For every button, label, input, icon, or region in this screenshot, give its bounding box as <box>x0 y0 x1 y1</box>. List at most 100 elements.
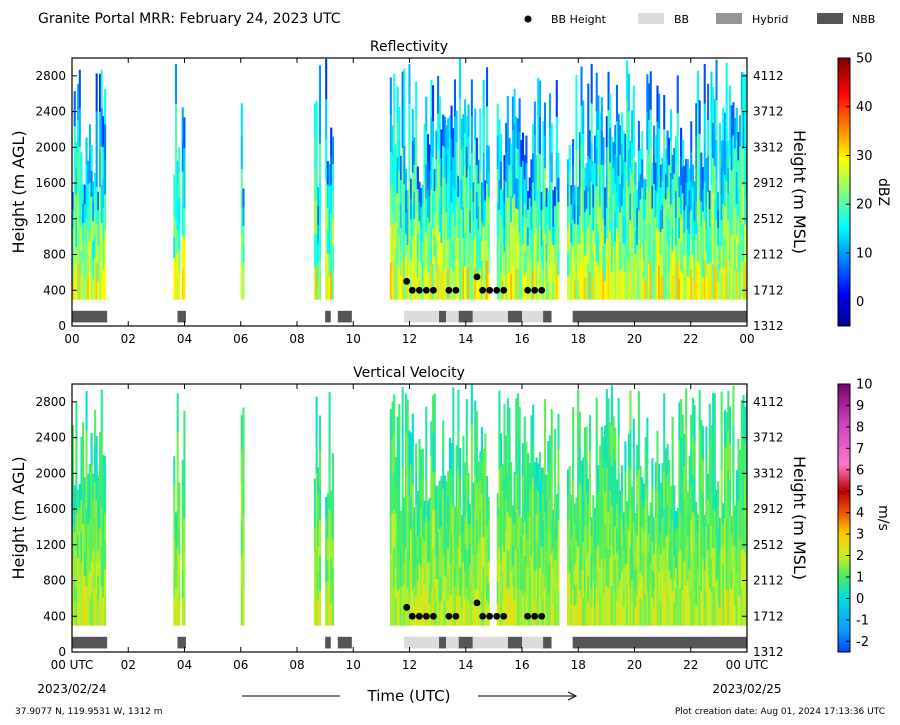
heatmap-cell <box>573 564 576 586</box>
heatmap-cell <box>318 415 322 451</box>
heatmap-cell <box>391 241 394 271</box>
heatmap-cell <box>479 235 482 268</box>
heatmap-cell <box>599 205 602 238</box>
heatmap-cell <box>678 402 681 440</box>
heatmap-cell <box>508 245 511 273</box>
heatmap-cell <box>415 534 418 566</box>
heatmap-cell <box>450 105 453 139</box>
heatmap-cell <box>555 559 558 582</box>
heatmap-cell <box>459 98 462 140</box>
heatmap-cell <box>644 239 647 260</box>
heatmap-cell <box>396 121 399 158</box>
heatmap-cell <box>707 263 710 300</box>
heatmap-cell <box>92 240 95 261</box>
bb-class-segment <box>439 636 447 649</box>
heatmap-cell <box>418 470 421 502</box>
heatmap-cell <box>176 252 179 277</box>
heatmap-cell <box>538 480 541 511</box>
heatmap-cell <box>722 564 725 585</box>
heatmap-cell <box>474 438 477 476</box>
heatmap-cell <box>515 549 518 588</box>
heatmap-cell <box>393 548 396 588</box>
heatmap-cell <box>511 130 514 165</box>
heatmap-cell <box>648 227 651 264</box>
heatmap-cell <box>411 413 414 450</box>
heatmap-cell <box>690 150 693 181</box>
heatmap-cell <box>595 549 598 588</box>
heatmap-cell <box>668 515 671 544</box>
heatmap-cell <box>464 462 467 491</box>
heatmap-cell <box>540 191 543 211</box>
heatmap-cell <box>500 188 503 217</box>
heatmap-cell <box>326 581 329 604</box>
heatmap-cell <box>93 214 97 237</box>
heatmap-cell <box>72 263 75 282</box>
heatmap-cell <box>505 181 508 212</box>
heatmap-cell <box>528 258 531 280</box>
heatmap-cell <box>72 425 75 459</box>
heatmap-cell <box>624 271 627 300</box>
heatmap-cell <box>486 500 489 527</box>
heatmap-cell <box>465 238 468 270</box>
heatmap-cell <box>702 277 705 300</box>
heatmap-cell <box>453 79 457 117</box>
heatmap-cell <box>602 137 605 165</box>
heatmap-cell <box>535 569 538 598</box>
heatmap-cell <box>482 189 485 227</box>
heatmap-cell <box>501 225 504 245</box>
heatmap-cell <box>420 508 423 538</box>
heatmap-cell <box>642 530 646 555</box>
heatmap-cell <box>240 103 243 137</box>
heatmap-cell <box>634 162 637 186</box>
heatmap-cell <box>666 242 669 272</box>
heatmap-cell <box>399 179 403 204</box>
heatmap-cell <box>588 555 592 591</box>
heatmap-cell <box>176 547 179 587</box>
heatmap-cell <box>585 231 588 255</box>
heatmap-cell <box>102 146 105 178</box>
heatmap-cell <box>693 259 696 280</box>
heatmap-cell <box>410 258 413 280</box>
heatmap-cell <box>415 226 418 264</box>
heatmap-cell <box>173 512 176 542</box>
x-tick-label: 06 <box>233 658 248 672</box>
heatmap-cell <box>648 606 651 626</box>
heatmap-cell <box>522 243 525 272</box>
heatmap-cell <box>631 267 634 300</box>
heatmap-cell <box>405 212 408 235</box>
heatmap-cell <box>695 502 698 523</box>
heatmap-cell <box>659 186 662 210</box>
heatmap-cell <box>583 559 586 593</box>
heatmap-cell <box>181 235 184 268</box>
heatmap-cell <box>577 205 580 225</box>
heatmap-cell <box>176 431 179 471</box>
heatmap-cell <box>572 165 575 193</box>
heatmap-cell <box>626 604 629 626</box>
heatmap-cell <box>535 179 538 204</box>
heatmap-cell <box>398 267 401 300</box>
heatmap-cell <box>691 473 694 512</box>
heatmap-cell <box>644 219 647 240</box>
heatmap-cell <box>612 194 615 221</box>
heatmap-cell <box>513 229 516 265</box>
heatmap-cell <box>575 603 578 626</box>
heatmap-cell <box>498 209 501 240</box>
heatmap-cell <box>442 145 445 177</box>
heatmap-cell <box>508 218 511 246</box>
heatmap-cell <box>80 530 83 563</box>
heatmap-cell <box>723 409 727 447</box>
heatmap-cell <box>680 184 683 214</box>
bb-class-segment <box>72 636 108 649</box>
heatmap-cell <box>700 274 703 300</box>
heatmap-cell <box>515 268 518 300</box>
heatmap-cell <box>328 508 331 548</box>
heatmap-cell <box>550 123 553 153</box>
heatmap-cell <box>582 133 585 168</box>
heatmap-cell <box>681 590 684 626</box>
heatmap-cell <box>90 222 93 249</box>
heatmap-cell <box>732 200 735 234</box>
heatmap-cell <box>487 145 490 172</box>
bb-height-point <box>430 612 437 620</box>
heatmap-cell <box>505 435 508 468</box>
heatmap-cell <box>448 146 451 178</box>
